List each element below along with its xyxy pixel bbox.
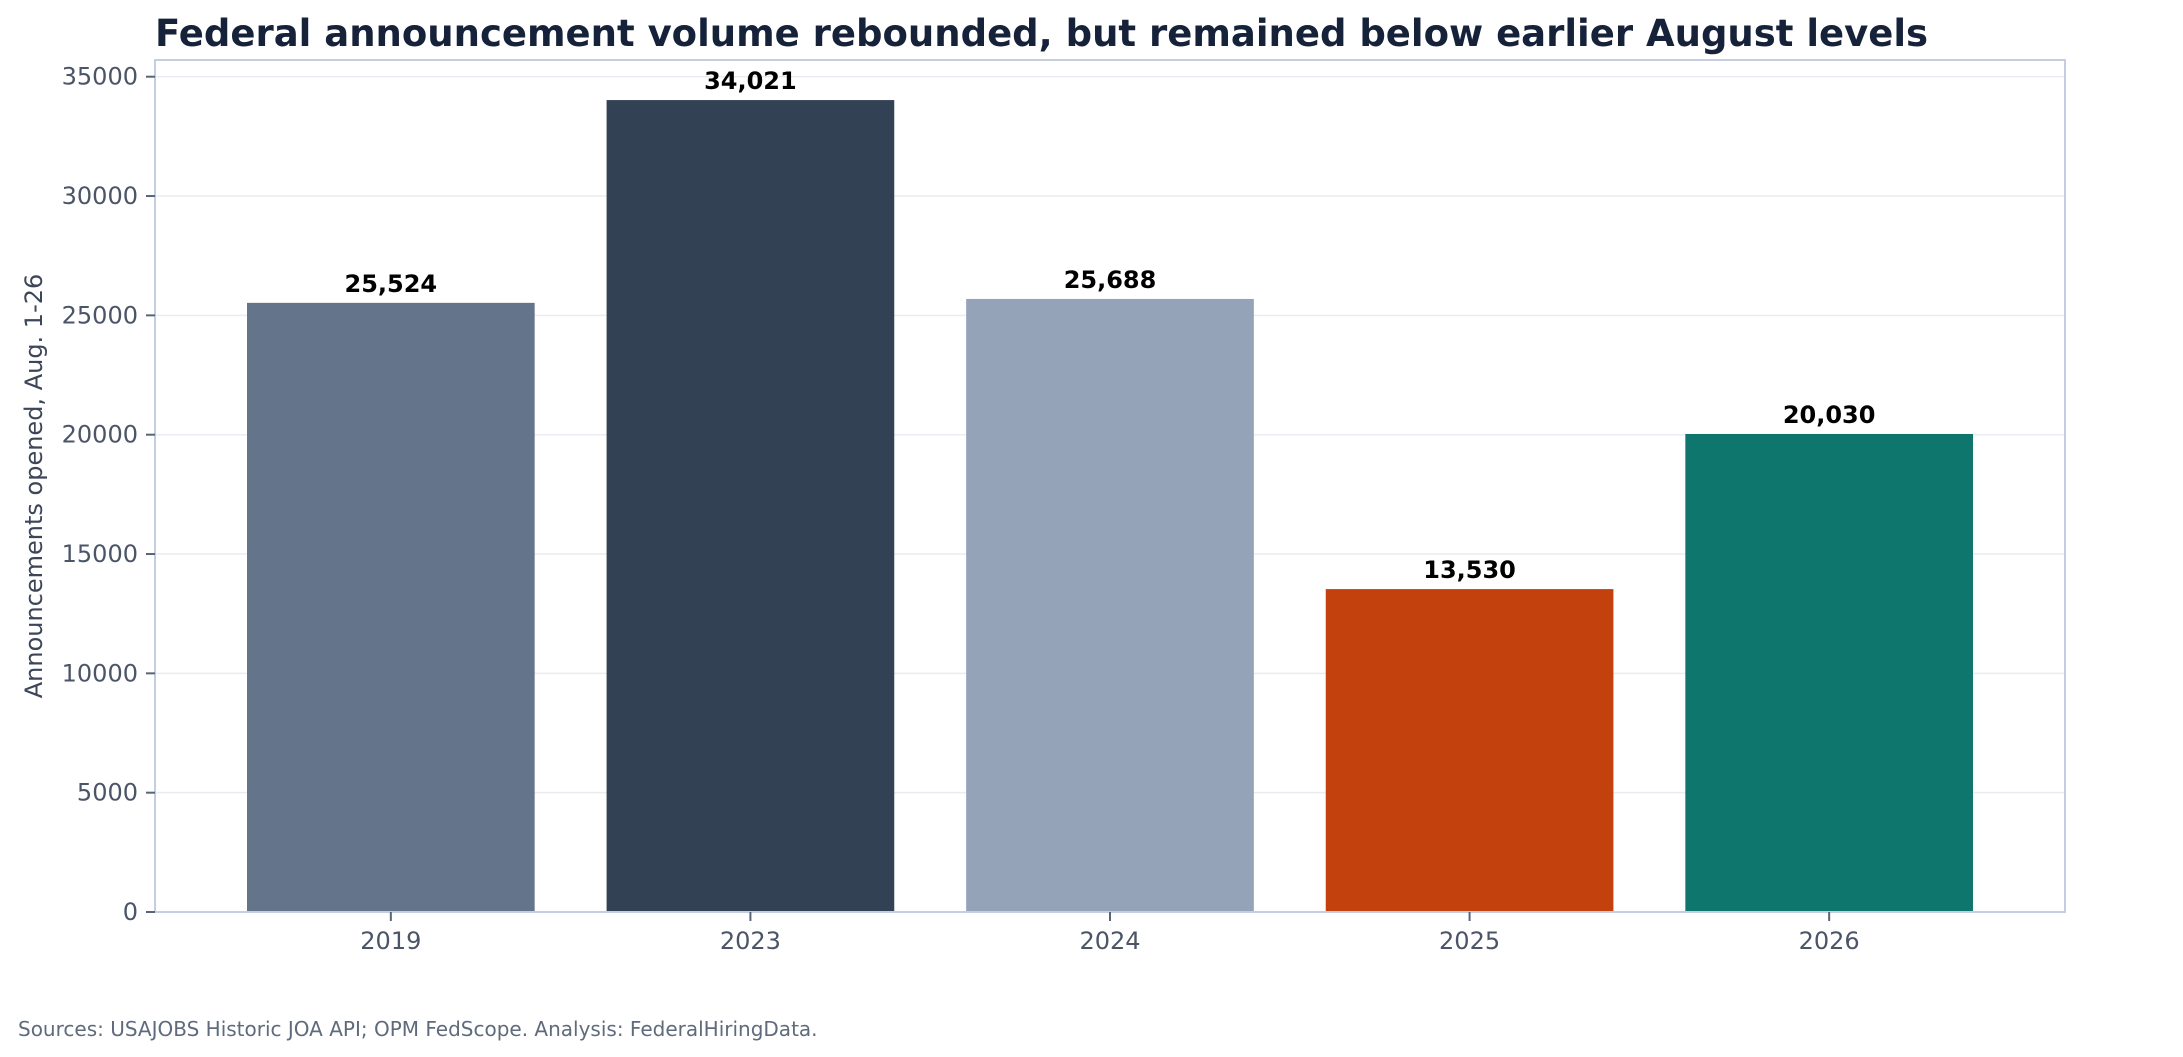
x-tick-label: 2024 bbox=[1079, 927, 1140, 955]
data-label-2023: 34,021 bbox=[704, 67, 797, 95]
data-label-2024: 25,688 bbox=[1064, 266, 1157, 294]
y-tick-label: 25000 bbox=[62, 301, 138, 329]
x-tick-label: 2019 bbox=[360, 927, 421, 955]
y-tick-label: 0 bbox=[123, 898, 138, 926]
bar-2019 bbox=[247, 302, 535, 912]
data-label-2019: 25,524 bbox=[345, 270, 438, 298]
y-tick-label: 30000 bbox=[62, 182, 138, 210]
data-labels: 25,524 34,021 25,688 13,530 20,030 bbox=[345, 67, 1876, 584]
source-note: Sources: USAJOBS Historic JOA API; OPM F… bbox=[18, 1017, 818, 1041]
y-tick-label: 35000 bbox=[62, 63, 138, 91]
bar-2024 bbox=[966, 298, 1254, 912]
x-tick-label: 2026 bbox=[1799, 927, 1860, 955]
y-axis-label: Announcements opened, Aug. 1-26 bbox=[20, 274, 48, 699]
bar-2026 bbox=[1685, 433, 1973, 912]
chart-title: Federal announcement volume rebounded, b… bbox=[155, 12, 1928, 55]
x-tick-label: 2023 bbox=[720, 927, 781, 955]
x-tick-label: 2025 bbox=[1439, 927, 1500, 955]
data-label-2026: 20,030 bbox=[1783, 401, 1876, 429]
y-tick-label: 5000 bbox=[77, 779, 138, 807]
bars bbox=[247, 100, 1973, 912]
bar-2025 bbox=[1325, 589, 1614, 912]
y-tick-label: 15000 bbox=[62, 540, 138, 568]
y-tick-label: 10000 bbox=[62, 659, 138, 687]
y-tick-label: 20000 bbox=[62, 421, 138, 449]
bar-2023 bbox=[606, 100, 895, 912]
data-label-2025: 13,530 bbox=[1423, 556, 1516, 584]
axes: 0 5000 10000 15000 20000 25000 30000 35000 2019 2… bbox=[62, 63, 1860, 955]
